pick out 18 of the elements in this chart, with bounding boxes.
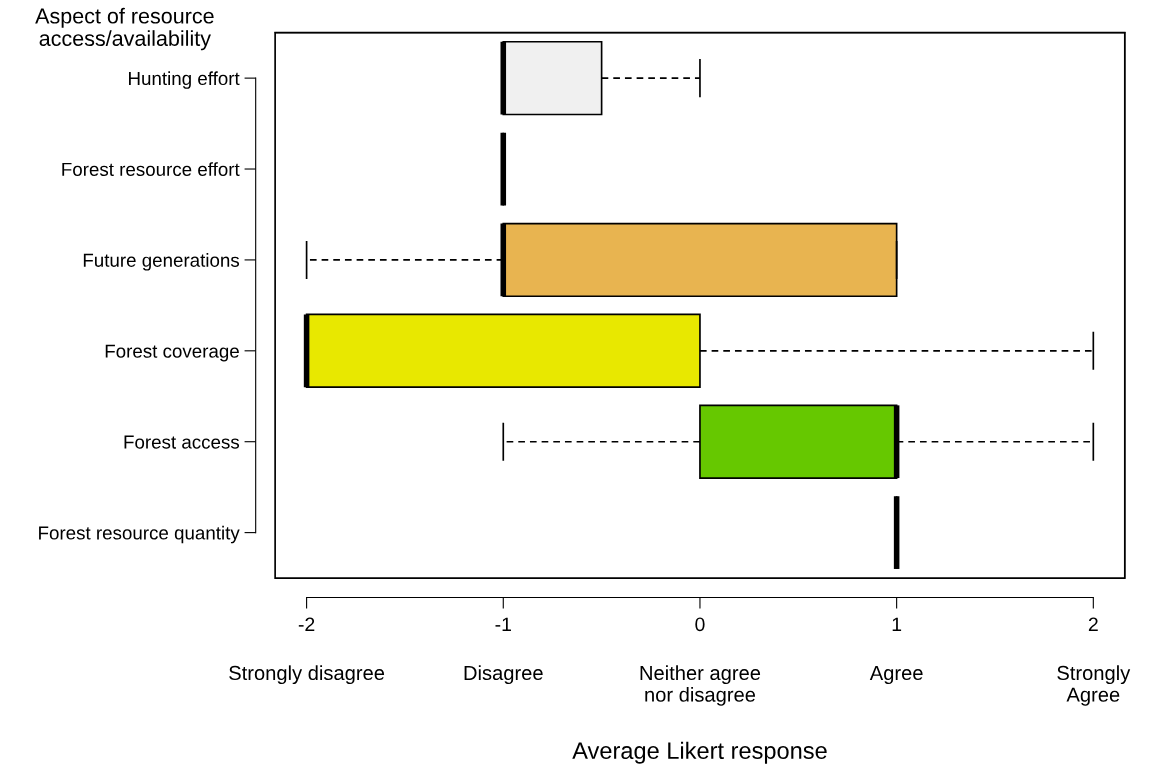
text: Neither agree nor disagree	[640, 665, 761, 706]
text: Disagree	[464, 665, 543, 685]
text: Agree	[869, 666, 923, 685]
y-tick-label: Future generations	[83, 253, 240, 271]
y-tick-label: Forest coverage	[105, 344, 239, 362]
x-tick-label: -2	[298, 617, 315, 632]
y-axis-title: Aspect of resource access/availability	[35, 7, 214, 51]
text: Strongly disagree	[229, 665, 385, 685]
x-tick-label: -1	[495, 617, 511, 632]
y-tick-label: Forest access	[124, 435, 240, 449]
y-tick-label: Forest resource effort	[62, 162, 240, 176]
x-axis-title: Average Likert response	[572, 741, 827, 764]
y-tick-label: Hunting effort	[129, 71, 240, 89]
x-tick-label: 0	[695, 617, 705, 632]
x-tick-label: 1	[892, 617, 902, 632]
text: Strongly Agree	[1057, 665, 1131, 706]
x-tick-label: 2	[1088, 617, 1098, 632]
y-tick-label: Forest resource quantity	[39, 525, 240, 544]
